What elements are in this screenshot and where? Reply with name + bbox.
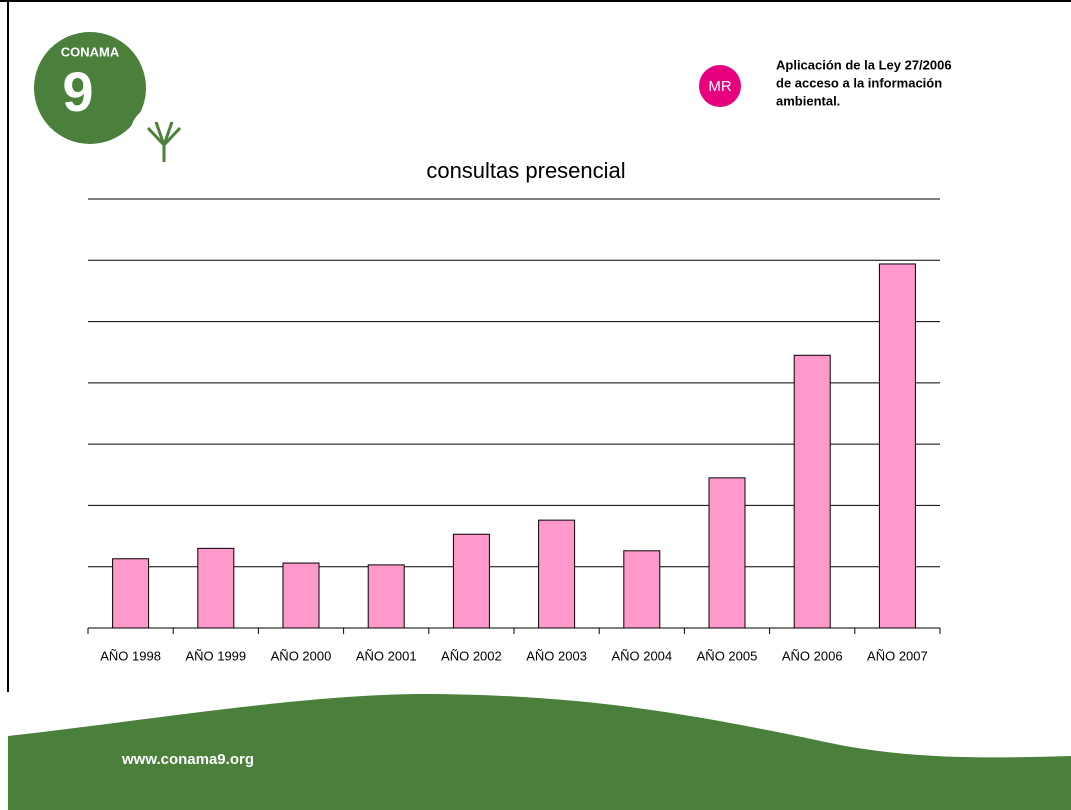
- bar: [197, 547, 235, 629]
- header-line: Aplicación de la Ley 27/2006: [776, 57, 952, 72]
- header-line: de acceso a la información: [776, 75, 942, 90]
- x-tick-label: AÑO 2002: [441, 648, 502, 663]
- x-tick-label: AÑO 2000: [271, 648, 332, 663]
- logo-circle: [34, 32, 146, 144]
- bar: [793, 354, 831, 629]
- x-tick-label: AÑO 2001: [356, 648, 417, 663]
- badge: [699, 65, 741, 107]
- x-tick-label: AÑO 2004: [611, 648, 672, 663]
- bar: [538, 519, 576, 629]
- bar: [708, 477, 746, 629]
- bar: [878, 263, 916, 629]
- logo-number: 9: [62, 60, 93, 123]
- x-tick-label: AÑO 1999: [185, 648, 246, 663]
- footer-url: www.conama9.org: [121, 751, 254, 768]
- footer-wave: [8, 694, 1071, 810]
- bar: [282, 562, 320, 629]
- frame: [0, 0, 1071, 692]
- badge-text: MR: [708, 78, 731, 95]
- x-tick-label: AÑO 2006: [782, 648, 843, 663]
- chart-title: consultas presencial: [426, 158, 625, 183]
- logo-text: CONAMA: [61, 44, 120, 59]
- x-tick-label: AÑO 2003: [526, 648, 587, 663]
- bar: [112, 558, 150, 629]
- logo-plant: [146, 121, 182, 162]
- bar: [367, 564, 405, 629]
- x-tick-label: AÑO 1998: [100, 648, 161, 663]
- bar: [623, 550, 661, 629]
- x-tick-label: AÑO 2005: [697, 648, 758, 663]
- header-line: ambiental.: [776, 93, 840, 108]
- x-tick-label: AÑO 2007: [867, 648, 928, 663]
- bar: [452, 533, 490, 629]
